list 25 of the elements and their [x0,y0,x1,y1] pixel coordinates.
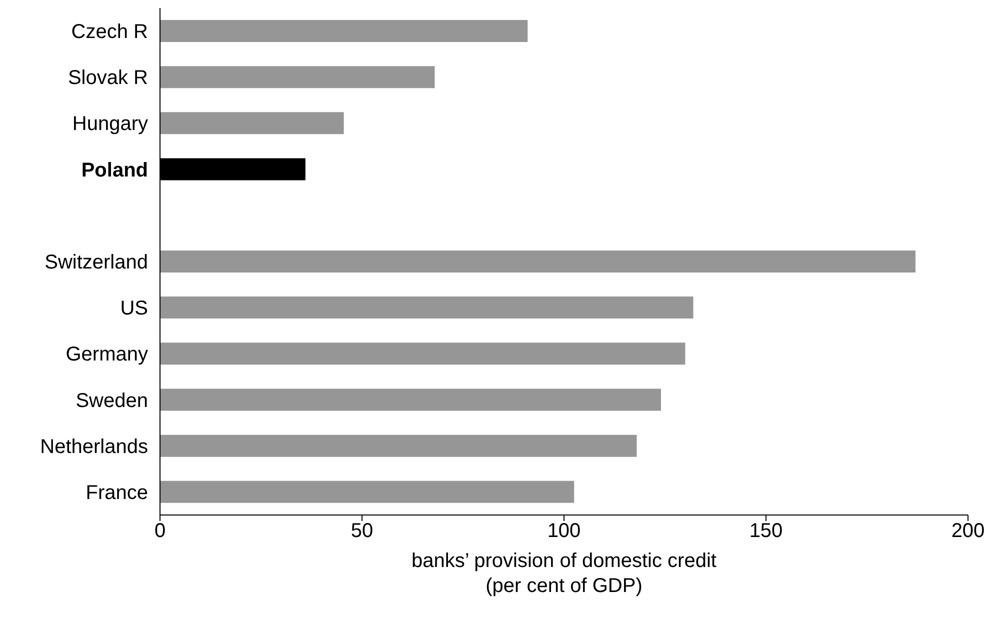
bar [160,434,637,457]
bar [160,480,574,503]
bar [160,296,694,319]
x-tick-label: 200 [951,520,985,542]
bar [160,250,916,272]
y-tick-label: Switzerland [44,252,148,274]
y-tick-label: Poland [81,159,148,182]
y-tick-label: Hungary [72,113,148,136]
x-tick-label: 100 [547,520,581,542]
y-tick-label: Czech R [71,21,148,44]
x-tick-label: 50 [350,520,374,542]
y-tick-label: Netherlands [40,436,148,458]
bar [160,342,686,365]
y-tick-label: Sweden [76,390,148,412]
x-tick-label: 150 [749,520,783,542]
bar [160,112,344,134]
y-tick-label: France [86,482,148,504]
bar [160,388,661,411]
y-tick-label: Slovak R [68,67,148,90]
bar [160,20,528,42]
y-tick-label: Germany [66,344,148,366]
x-axis-title: banks’ provision of domestic credit (per cent of GDP) [412,550,717,597]
y-tick-label: US [120,298,148,320]
bar [160,66,435,88]
x-tick-label: 0 [154,520,166,542]
